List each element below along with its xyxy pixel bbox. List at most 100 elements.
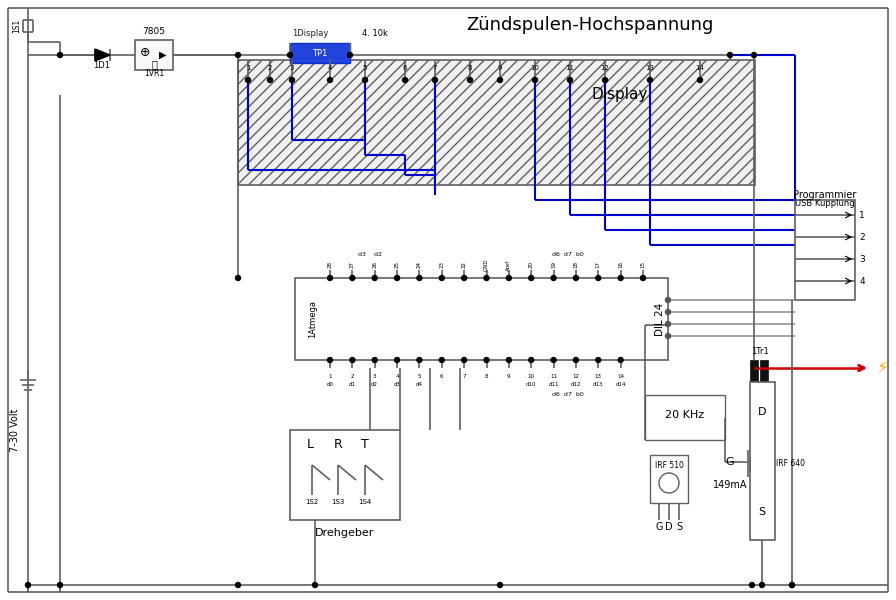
Text: 9: 9 <box>498 65 503 71</box>
Text: 1Atmega: 1Atmega <box>308 300 317 338</box>
Text: 20 KHz: 20 KHz <box>666 410 704 420</box>
Text: IRF 510: IRF 510 <box>655 461 684 469</box>
Circle shape <box>236 52 240 58</box>
Circle shape <box>246 77 251 82</box>
Bar <box>290 430 400 520</box>
Circle shape <box>417 275 422 280</box>
Circle shape <box>363 77 367 82</box>
Text: 7: 7 <box>462 373 466 379</box>
Circle shape <box>497 77 503 82</box>
Circle shape <box>659 473 679 493</box>
Bar <box>290 43 350 63</box>
Text: 28: 28 <box>328 262 332 269</box>
Text: 18: 18 <box>573 262 579 269</box>
Text: 9: 9 <box>507 373 511 379</box>
Circle shape <box>402 77 408 82</box>
Text: 10: 10 <box>528 373 535 379</box>
Text: 1D1: 1D1 <box>93 61 110 70</box>
Circle shape <box>506 275 512 280</box>
Text: 19: 19 <box>551 262 556 269</box>
Text: d10: d10 <box>526 382 537 386</box>
Text: 3: 3 <box>859 254 865 263</box>
Circle shape <box>648 77 652 82</box>
Circle shape <box>602 77 607 82</box>
Circle shape <box>789 583 795 587</box>
Text: 3: 3 <box>289 65 294 71</box>
Circle shape <box>529 275 534 280</box>
Circle shape <box>596 358 601 362</box>
Text: 4: 4 <box>859 277 865 286</box>
Bar <box>750 382 775 540</box>
Circle shape <box>461 275 467 280</box>
Text: ⊕: ⊕ <box>140 46 151 58</box>
Text: d14: d14 <box>616 382 626 386</box>
Circle shape <box>268 77 272 82</box>
Circle shape <box>618 358 623 362</box>
Circle shape <box>461 358 467 362</box>
Circle shape <box>313 583 317 587</box>
Text: DIL 24: DIL 24 <box>655 302 665 335</box>
Circle shape <box>394 275 400 280</box>
Text: 1S2: 1S2 <box>306 499 319 505</box>
Bar <box>650 455 688 503</box>
Circle shape <box>372 358 377 362</box>
Text: 7: 7 <box>433 65 437 71</box>
Text: 23: 23 <box>439 262 444 269</box>
Circle shape <box>288 52 292 58</box>
Circle shape <box>666 322 670 326</box>
Text: d12: d12 <box>571 382 582 386</box>
Circle shape <box>697 77 702 82</box>
Circle shape <box>328 358 332 362</box>
Text: d3: d3 <box>393 382 401 386</box>
Circle shape <box>25 583 30 587</box>
Text: USB Kupplung: USB Kupplung <box>795 199 855 208</box>
Text: d4: d4 <box>416 382 423 386</box>
Circle shape <box>328 77 332 82</box>
Text: Zündspulen-Hochspannung: Zündspulen-Hochspannung <box>466 16 714 34</box>
Circle shape <box>596 275 601 280</box>
Circle shape <box>752 52 756 58</box>
Circle shape <box>236 583 240 587</box>
Text: ⏚: ⏚ <box>151 59 157 69</box>
Text: d2: d2 <box>371 382 378 386</box>
Circle shape <box>666 298 670 302</box>
Text: Aref: Aref <box>506 259 512 271</box>
Text: GND: GND <box>484 259 489 271</box>
Text: 1S3: 1S3 <box>332 499 345 505</box>
Text: 16: 16 <box>618 262 623 269</box>
Text: S: S <box>758 507 765 517</box>
Text: 1: 1 <box>246 65 250 71</box>
Text: 1S4: 1S4 <box>358 499 372 505</box>
Text: Display: Display <box>592 88 648 103</box>
Text: 2: 2 <box>859 232 865 241</box>
Text: D: D <box>665 522 673 532</box>
Circle shape <box>468 77 472 82</box>
Text: 6: 6 <box>440 373 444 379</box>
Bar <box>295 278 668 360</box>
Circle shape <box>760 583 764 587</box>
Circle shape <box>497 583 503 587</box>
Text: G: G <box>655 522 663 532</box>
Text: 7805: 7805 <box>142 28 166 37</box>
Circle shape <box>567 77 573 82</box>
Text: 25: 25 <box>394 262 400 269</box>
Circle shape <box>372 275 377 280</box>
Circle shape <box>394 358 400 362</box>
Text: 4. 10k: 4. 10k <box>362 29 388 38</box>
Text: 14: 14 <box>695 65 704 71</box>
Text: d6  d7  b0: d6 d7 b0 <box>552 251 584 257</box>
Circle shape <box>666 334 670 338</box>
Text: d0: d0 <box>326 382 333 386</box>
Circle shape <box>506 358 512 362</box>
Bar <box>135 40 173 70</box>
Text: 8: 8 <box>485 373 488 379</box>
Circle shape <box>417 358 422 362</box>
Text: 15: 15 <box>641 262 645 269</box>
Text: 1S1: 1S1 <box>13 19 22 33</box>
Bar <box>238 60 755 185</box>
Circle shape <box>551 275 556 280</box>
Text: Programmier: Programmier <box>793 190 857 200</box>
Text: 8: 8 <box>468 65 472 71</box>
Circle shape <box>57 583 63 587</box>
Bar <box>760 360 768 382</box>
